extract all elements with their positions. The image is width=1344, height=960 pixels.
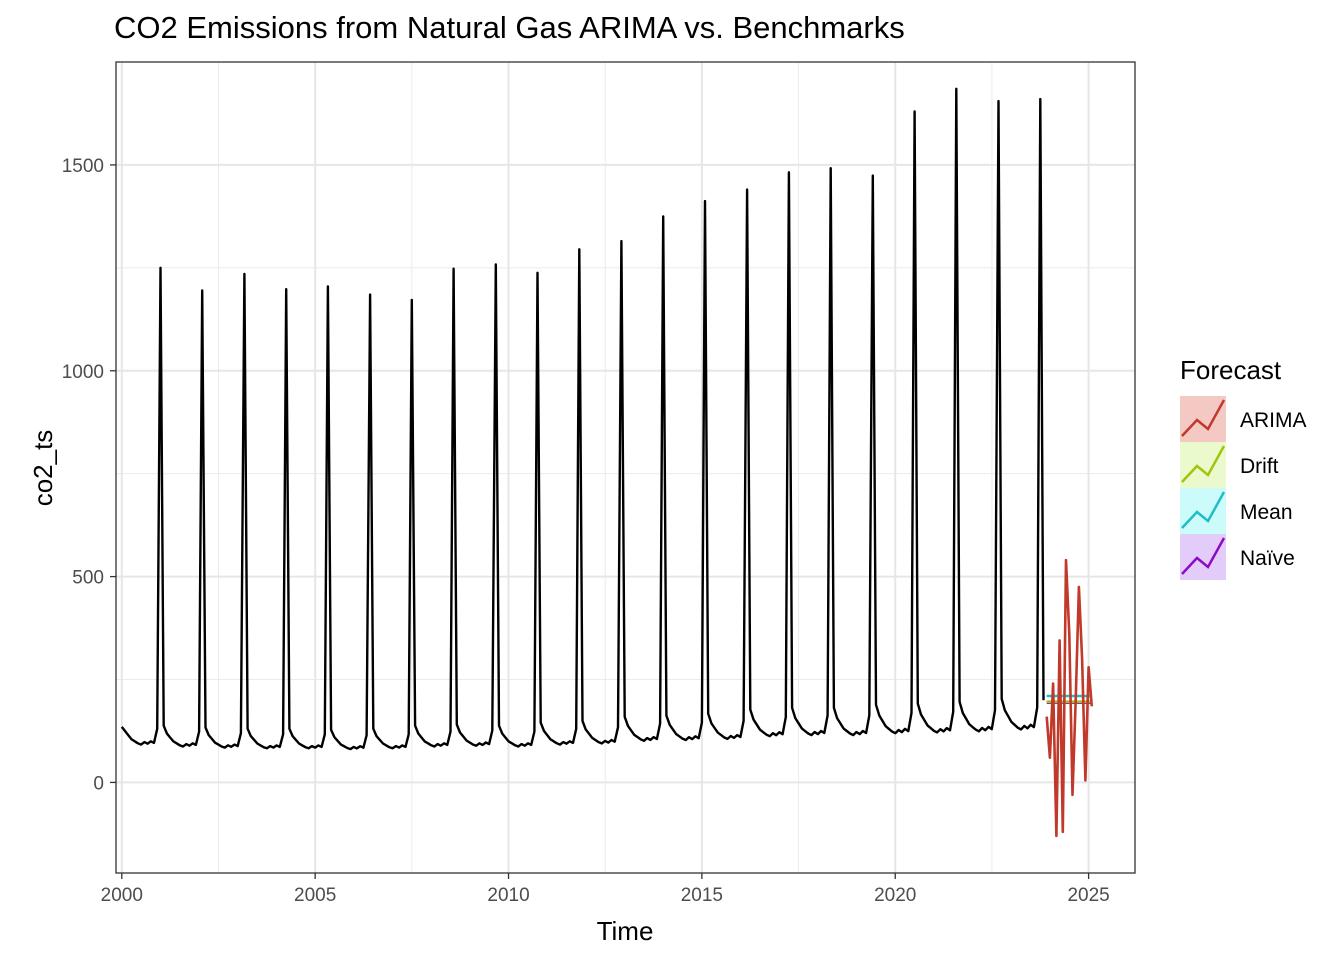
legend-label: Drift	[1240, 455, 1279, 478]
history-series-line	[120, 87, 1045, 751]
panel-border	[115, 61, 1136, 874]
legend-label: Naïve	[1240, 547, 1295, 570]
legend-title: Forecast	[1180, 355, 1282, 385]
legend-label: ARIMA	[1240, 409, 1307, 432]
x-tick-label: 2010	[487, 885, 529, 906]
x-tick-label: 2025	[1067, 885, 1109, 906]
legend-key-line	[1181, 537, 1226, 575]
legend-key-fill	[1180, 442, 1226, 488]
x-tick-label: 2005	[294, 885, 336, 906]
legend-key-nave	[1180, 534, 1226, 580]
y-tick-label: 1500	[62, 156, 104, 177]
legend-key-arima	[1180, 396, 1226, 442]
legend-entries: ARIMA Drift Mean Naïve	[1180, 396, 1307, 580]
x-axis: 2000 2005 2010 2015 2020 2025	[101, 873, 1110, 906]
grid-major	[116, 62, 1135, 873]
history-layer	[120, 87, 1045, 751]
x-tick-label: 2015	[681, 885, 723, 906]
y-axis: 0 500 1000 1500	[62, 156, 116, 794]
x-tick-label: 2000	[101, 885, 143, 906]
legend-key-line	[1181, 445, 1226, 483]
legend-key-drift	[1180, 442, 1226, 488]
series-line-arima	[1045, 558, 1094, 838]
y-tick-label: 1000	[62, 362, 104, 383]
legend: Forecast ARIMA Drift Mean Naïve	[1180, 355, 1307, 580]
legend-key-mean	[1180, 488, 1226, 534]
y-axis-title: co2_ts	[28, 430, 58, 507]
y-tick-label: 500	[72, 568, 104, 589]
legend-key-line	[1181, 399, 1226, 437]
legend-label: Mean	[1240, 501, 1293, 524]
legend-key-fill	[1180, 396, 1226, 442]
forecast-series-layer	[1045, 558, 1094, 838]
x-tick-label: 2020	[874, 885, 916, 906]
panel-background	[116, 62, 1135, 873]
legend-key-fill	[1180, 488, 1226, 534]
y-tick-label: 0	[93, 773, 104, 794]
legend-key-fill	[1180, 534, 1226, 580]
legend-key-line	[1181, 491, 1226, 529]
x-axis-title: Time	[597, 916, 654, 946]
plot-panel	[115, 61, 1136, 874]
chart-title: CO2 Emissions from Natural Gas ARIMA vs.…	[114, 10, 905, 45]
